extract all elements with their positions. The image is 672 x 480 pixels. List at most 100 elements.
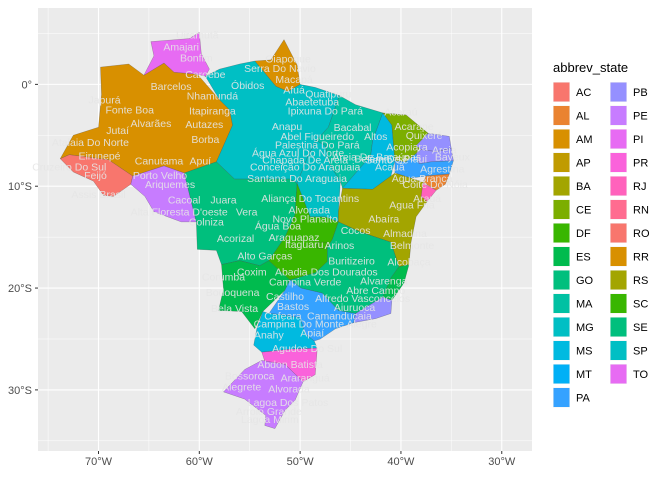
municipality-label: Abdon Batista — [257, 359, 323, 371]
legend-swatch-sc — [610, 294, 627, 313]
legend-swatch-se — [610, 317, 627, 337]
legend-label: MT — [576, 369, 592, 381]
legend-label: ES — [576, 252, 591, 264]
legend-swatch-ac — [553, 82, 570, 102]
municipality-label: Abaetetuba — [285, 96, 339, 108]
legend-swatch-pe — [610, 106, 627, 125]
municipality-label: Conceição Do Araguaia — [250, 162, 360, 174]
municipality-label: Altos — [364, 131, 387, 143]
legend-label: PA — [576, 393, 591, 405]
municipality-label: Anahy — [254, 330, 285, 342]
legend-swatch-ce — [553, 200, 570, 219]
municipality-label: Uiramutã — [176, 29, 219, 41]
legend-label: AP — [576, 158, 591, 170]
municipality-label: Arinos — [325, 240, 355, 252]
state-region-ms — [218, 260, 291, 330]
municipality-label: Coxim — [237, 267, 267, 279]
municipality-label: Bela Vista — [211, 303, 258, 315]
municipality-label: Agua Fria — [389, 199, 435, 211]
municipality-label: Apuí — [190, 156, 212, 168]
municipality-label: Água Boa — [255, 220, 301, 233]
legend-swatch-pa — [553, 388, 570, 407]
municipality-label: Alvorada — [268, 384, 310, 396]
municipality-label: Acauã — [375, 162, 405, 174]
municipality-label: Cruzeiro Do Sul — [32, 162, 106, 174]
legend-swatch-pr — [610, 153, 627, 172]
legend-swatch-to — [610, 364, 627, 384]
municipality-label: Cafeara — [264, 310, 302, 322]
legend-label: PB — [633, 87, 648, 99]
state-region-al — [422, 173, 450, 191]
municipality-label: Assis Brasil — [71, 189, 125, 201]
x-tick-label: 50°W — [287, 456, 315, 468]
y-axis-ticks: 0° 10°S 20°S 30°S — [8, 79, 38, 397]
municipality-label: Abre Campo — [346, 285, 405, 297]
municipality-label: Araguapaz — [269, 232, 320, 244]
municipality-label: Macapá — [275, 74, 313, 86]
municipality-label: Arauá — [413, 193, 441, 205]
legend-label: RO — [633, 228, 650, 240]
municipality-label: Feijó — [84, 170, 107, 182]
municipality-label: Bonfim — [180, 53, 213, 65]
legend-swatch-rr — [610, 247, 627, 266]
municipality-label: Eirunepé — [78, 150, 120, 162]
municipality-label: Bayeux — [435, 151, 471, 163]
municipality-label: Anapu — [272, 121, 303, 133]
x-tick-label: 70°W — [85, 456, 113, 468]
state-region-pr — [253, 311, 318, 353]
municipality-label: Ipixuna Do Pará — [288, 106, 363, 118]
municipality-label: Alta Floresta D'oeste — [131, 206, 228, 218]
municipality-label: Campina Verde — [269, 277, 342, 289]
state-region-rr — [143, 32, 210, 77]
legend-label: AL — [576, 111, 589, 123]
municipality-label: Alcobaça — [387, 256, 430, 268]
x-axis-ticks: 70°W 60°W 50°W 40°W 30°W — [85, 451, 516, 468]
legend-label: AM — [576, 134, 593, 146]
municipality-label: Agrestina — [420, 164, 465, 176]
legend-label: BA — [576, 181, 591, 193]
municipality-label: Alegrete — [222, 382, 261, 394]
municipality-label: Canutama — [135, 156, 184, 168]
municipality-label: Castilho — [266, 291, 304, 303]
municipality-label: Belém Do Piauí — [354, 154, 427, 166]
municipality-label: Vera — [236, 206, 258, 218]
municipality-label: Areia De Baraúnas — [332, 151, 421, 163]
legend-label: SC — [633, 299, 648, 311]
legend-swatch-ro — [610, 223, 627, 243]
municipality-label: Araranguá — [281, 372, 330, 384]
municipality-label: Porto Velho — [133, 170, 187, 182]
municipality-label: Alvarenga — [360, 276, 407, 288]
municipality-label: Aiuruoca — [334, 302, 376, 314]
municipality-label: Amajari — [163, 41, 199, 53]
municipality-label: Corumbá — [202, 272, 245, 284]
municipality-label: Belmonte — [390, 240, 435, 252]
legend-label: PI — [633, 134, 643, 146]
y-tick-label: 10°S — [8, 181, 32, 193]
municipality-label: Juara — [210, 194, 236, 206]
legend-label: MG — [576, 322, 594, 334]
municipality-label: Óbidos — [231, 79, 264, 92]
legend-label: CE — [576, 205, 591, 217]
legend-label: MA — [576, 299, 593, 311]
legend-label: DF — [576, 228, 591, 240]
legend-label: SE — [633, 322, 648, 334]
legend-swatch-ap — [553, 153, 570, 172]
legend-swatch-df — [553, 223, 570, 243]
legend-swatch-rj — [610, 176, 627, 196]
municipality-label: Almadina — [383, 228, 427, 240]
state-region-ro — [130, 165, 197, 223]
municipality-label: Novo Planalto — [272, 214, 338, 226]
legend-label: RN — [633, 205, 649, 217]
legend-label: AC — [576, 87, 591, 99]
municipality-label: Buritizeiro — [328, 255, 375, 267]
municipality-label: Abadia Dos Dourados — [275, 267, 378, 279]
municipality-label: Acarape — [394, 121, 433, 133]
legend-label: GO — [576, 275, 594, 287]
legend-label: RR — [633, 252, 649, 264]
municipality-label: Lagoa Mirim — [241, 414, 299, 426]
state-regions — [59, 32, 454, 429]
municipality-label: Atalaia Do Norte — [52, 137, 129, 149]
municipality-label: Quatipuru — [305, 88, 351, 100]
municipality-label: Água Azul Do Norte — [252, 146, 344, 159]
